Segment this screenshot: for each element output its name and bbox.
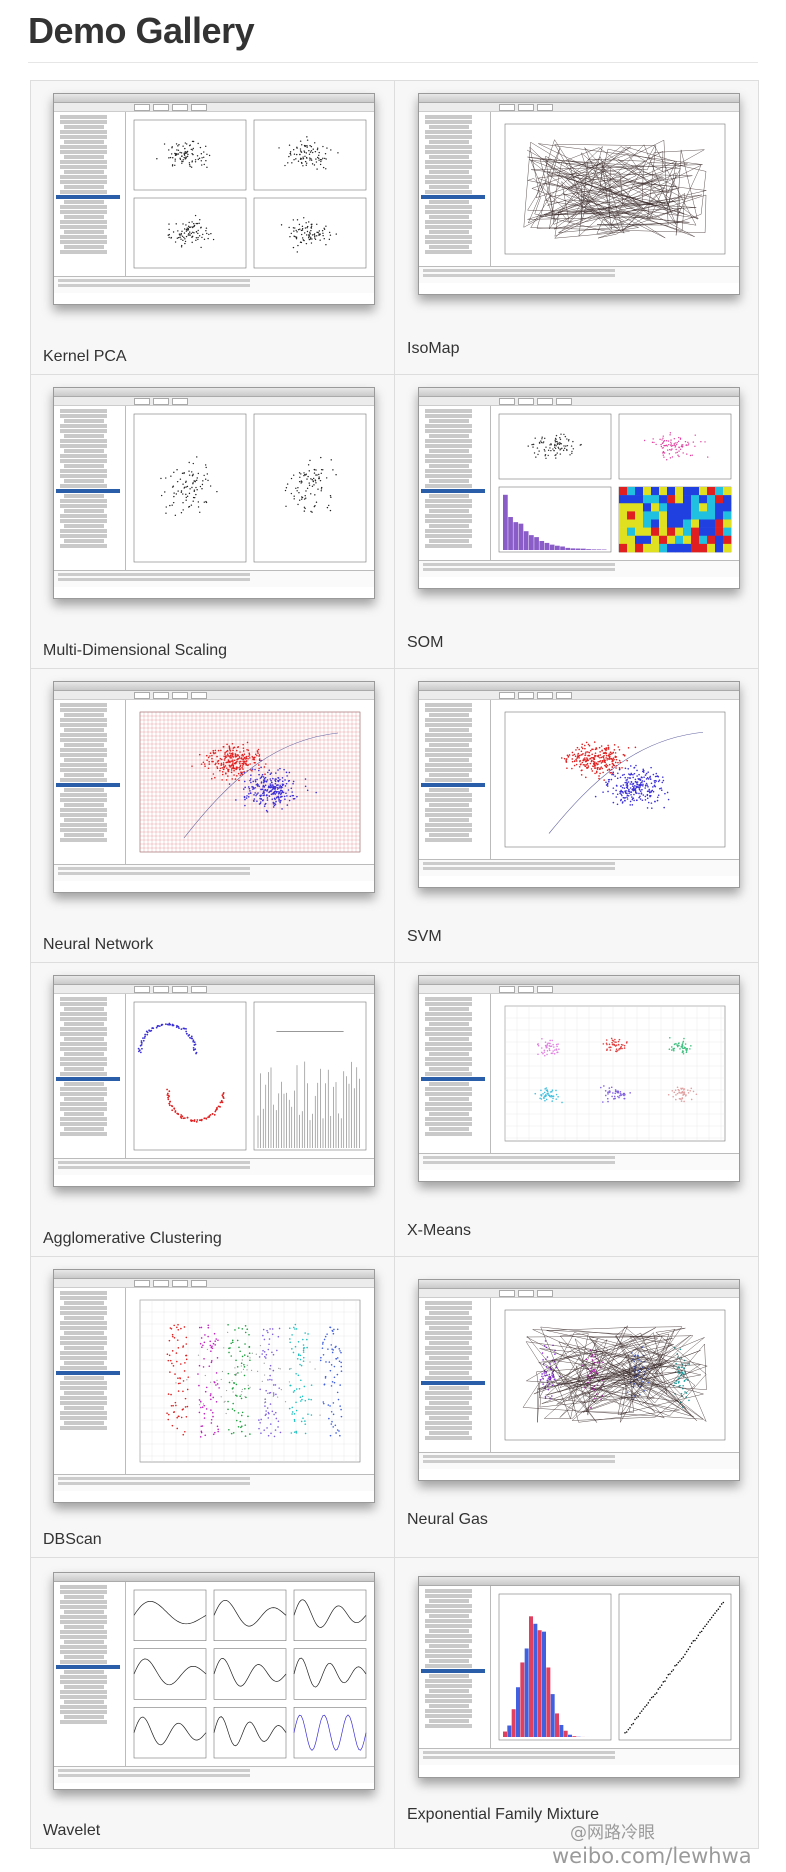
gallery-row: Multi-Dimensional Scaling SOM [31, 375, 758, 669]
gallery-caption[interactable]: Multi-Dimensional Scaling [43, 642, 228, 659]
gallery-row: Neural Network SVM [31, 669, 758, 963]
demo-screenshot[interactable] [418, 387, 740, 589]
title-divider [28, 62, 758, 63]
page-title: Demo Gallery [28, 10, 255, 51]
demo-screenshot[interactable] [53, 1269, 375, 1503]
demo-screenshot[interactable] [53, 93, 375, 305]
gallery-card-mds[interactable]: Multi-Dimensional Scaling [31, 375, 394, 668]
gallery-caption[interactable]: Exponential Family Mixture [407, 1806, 600, 1823]
demo-screenshot[interactable] [53, 975, 375, 1187]
gallery-card-exponential-family-mixture[interactable]: Exponential Family Mixture [394, 1558, 757, 1848]
gallery-card-isomap[interactable]: IsoMap [394, 81, 757, 374]
gallery-card-kernel-pca[interactable]: Kernel PCA [31, 81, 394, 374]
gallery-row: Agglomerative Clustering X-Means [31, 963, 758, 1257]
gallery-caption[interactable]: IsoMap [407, 340, 460, 357]
gallery-card-wavelet[interactable]: Wavelet [31, 1558, 394, 1848]
demo-screenshot[interactable] [418, 975, 740, 1182]
demo-screenshot[interactable] [418, 681, 740, 888]
demo-screenshot[interactable] [418, 93, 740, 295]
gallery-caption[interactable]: Neural Network [43, 936, 154, 953]
gallery-card-som[interactable]: SOM [394, 375, 757, 668]
gallery-caption[interactable]: Wavelet [43, 1822, 101, 1839]
gallery-row: DBScan Neural Gas [31, 1257, 758, 1558]
gallery-caption[interactable]: Kernel PCA [43, 348, 127, 365]
gallery-card-svm[interactable]: SVM [394, 669, 757, 962]
gallery-caption[interactable]: SVM [407, 928, 442, 945]
watermark-handle: @网路冷眼 [570, 1823, 655, 1843]
demo-screenshot[interactable] [53, 681, 375, 893]
gallery-caption[interactable]: SOM [407, 634, 444, 651]
gallery-card-x-means[interactable]: X-Means [394, 963, 757, 1256]
demo-screenshot[interactable] [53, 1572, 375, 1790]
gallery-grid: Kernel PCA IsoMap Multi-Dimensional Scal… [30, 80, 759, 1849]
gallery-card-agglomerative-clustering[interactable]: Agglomerative Clustering [31, 963, 394, 1256]
gallery-row: Kernel PCA IsoMap [31, 81, 758, 375]
watermark-url: weibo.com/lewhwa [552, 1844, 752, 1868]
gallery-caption[interactable]: Neural Gas [407, 1511, 488, 1528]
gallery-caption[interactable]: X-Means [407, 1222, 472, 1239]
demo-screenshot[interactable] [418, 1279, 740, 1481]
gallery-card-neural-network[interactable]: Neural Network [31, 669, 394, 962]
gallery-caption[interactable]: Agglomerative Clustering [43, 1230, 222, 1247]
gallery-card-neural-gas[interactable]: Neural Gas [394, 1257, 757, 1557]
demo-screenshot[interactable] [53, 387, 375, 599]
gallery-row: Wavelet Exponential Family Mixture [31, 1558, 758, 1848]
gallery-caption[interactable]: DBScan [43, 1531, 102, 1548]
gallery-card-dbscan[interactable]: DBScan [31, 1257, 394, 1557]
demo-screenshot[interactable] [418, 1576, 740, 1778]
